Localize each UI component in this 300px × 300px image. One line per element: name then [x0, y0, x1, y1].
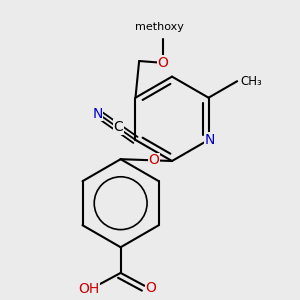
Text: O: O: [158, 56, 168, 70]
Text: N: N: [92, 107, 103, 121]
Text: CH₃: CH₃: [241, 75, 262, 88]
Text: methoxy: methoxy: [161, 15, 222, 29]
Text: O: O: [148, 153, 160, 167]
Text: methoxy: methoxy: [135, 22, 184, 32]
Text: N: N: [204, 133, 215, 147]
Text: C: C: [113, 120, 123, 134]
Text: OH: OH: [78, 281, 99, 296]
Text: O: O: [146, 280, 156, 295]
